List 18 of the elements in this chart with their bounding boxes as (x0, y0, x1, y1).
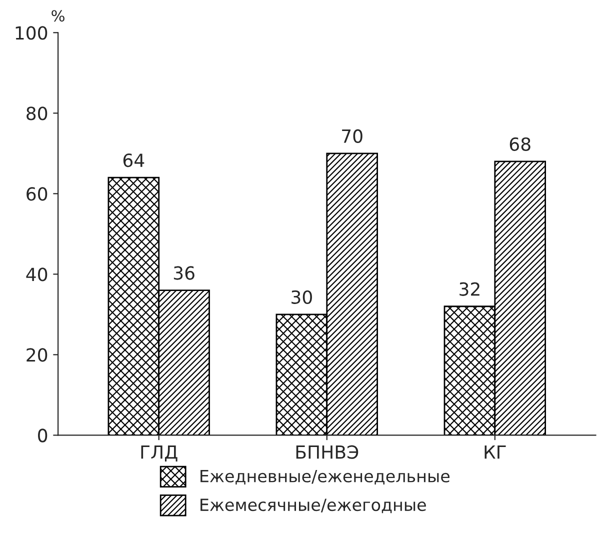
x-tick-label: БПНВЭ (296, 445, 358, 459)
x-tick-label: КГ (484, 445, 506, 459)
data-label: 68 (510, 137, 530, 152)
data-label: 32 (460, 282, 480, 296)
y-tick-label: 100 (16, 26, 48, 40)
legend-label: Ежемесячные/ежегодные (200, 498, 426, 514)
data-label: 70 (342, 129, 362, 143)
y-axis-title: % (52, 10, 64, 22)
data-label: 30 (292, 290, 312, 304)
y-tick-label: 20 (26, 348, 48, 362)
y-tick-label: 0 (38, 428, 48, 442)
y-tick-label: 60 (26, 187, 48, 201)
x-tick-label: ГЛД (141, 445, 178, 462)
y-tick-label: 40 (26, 268, 48, 282)
data-label: 64 (123, 153, 144, 168)
legend-label: Ежедневные/еженедельные (200, 470, 450, 484)
data-label: 36 (174, 266, 194, 280)
y-tick-label: 80 (26, 106, 48, 120)
